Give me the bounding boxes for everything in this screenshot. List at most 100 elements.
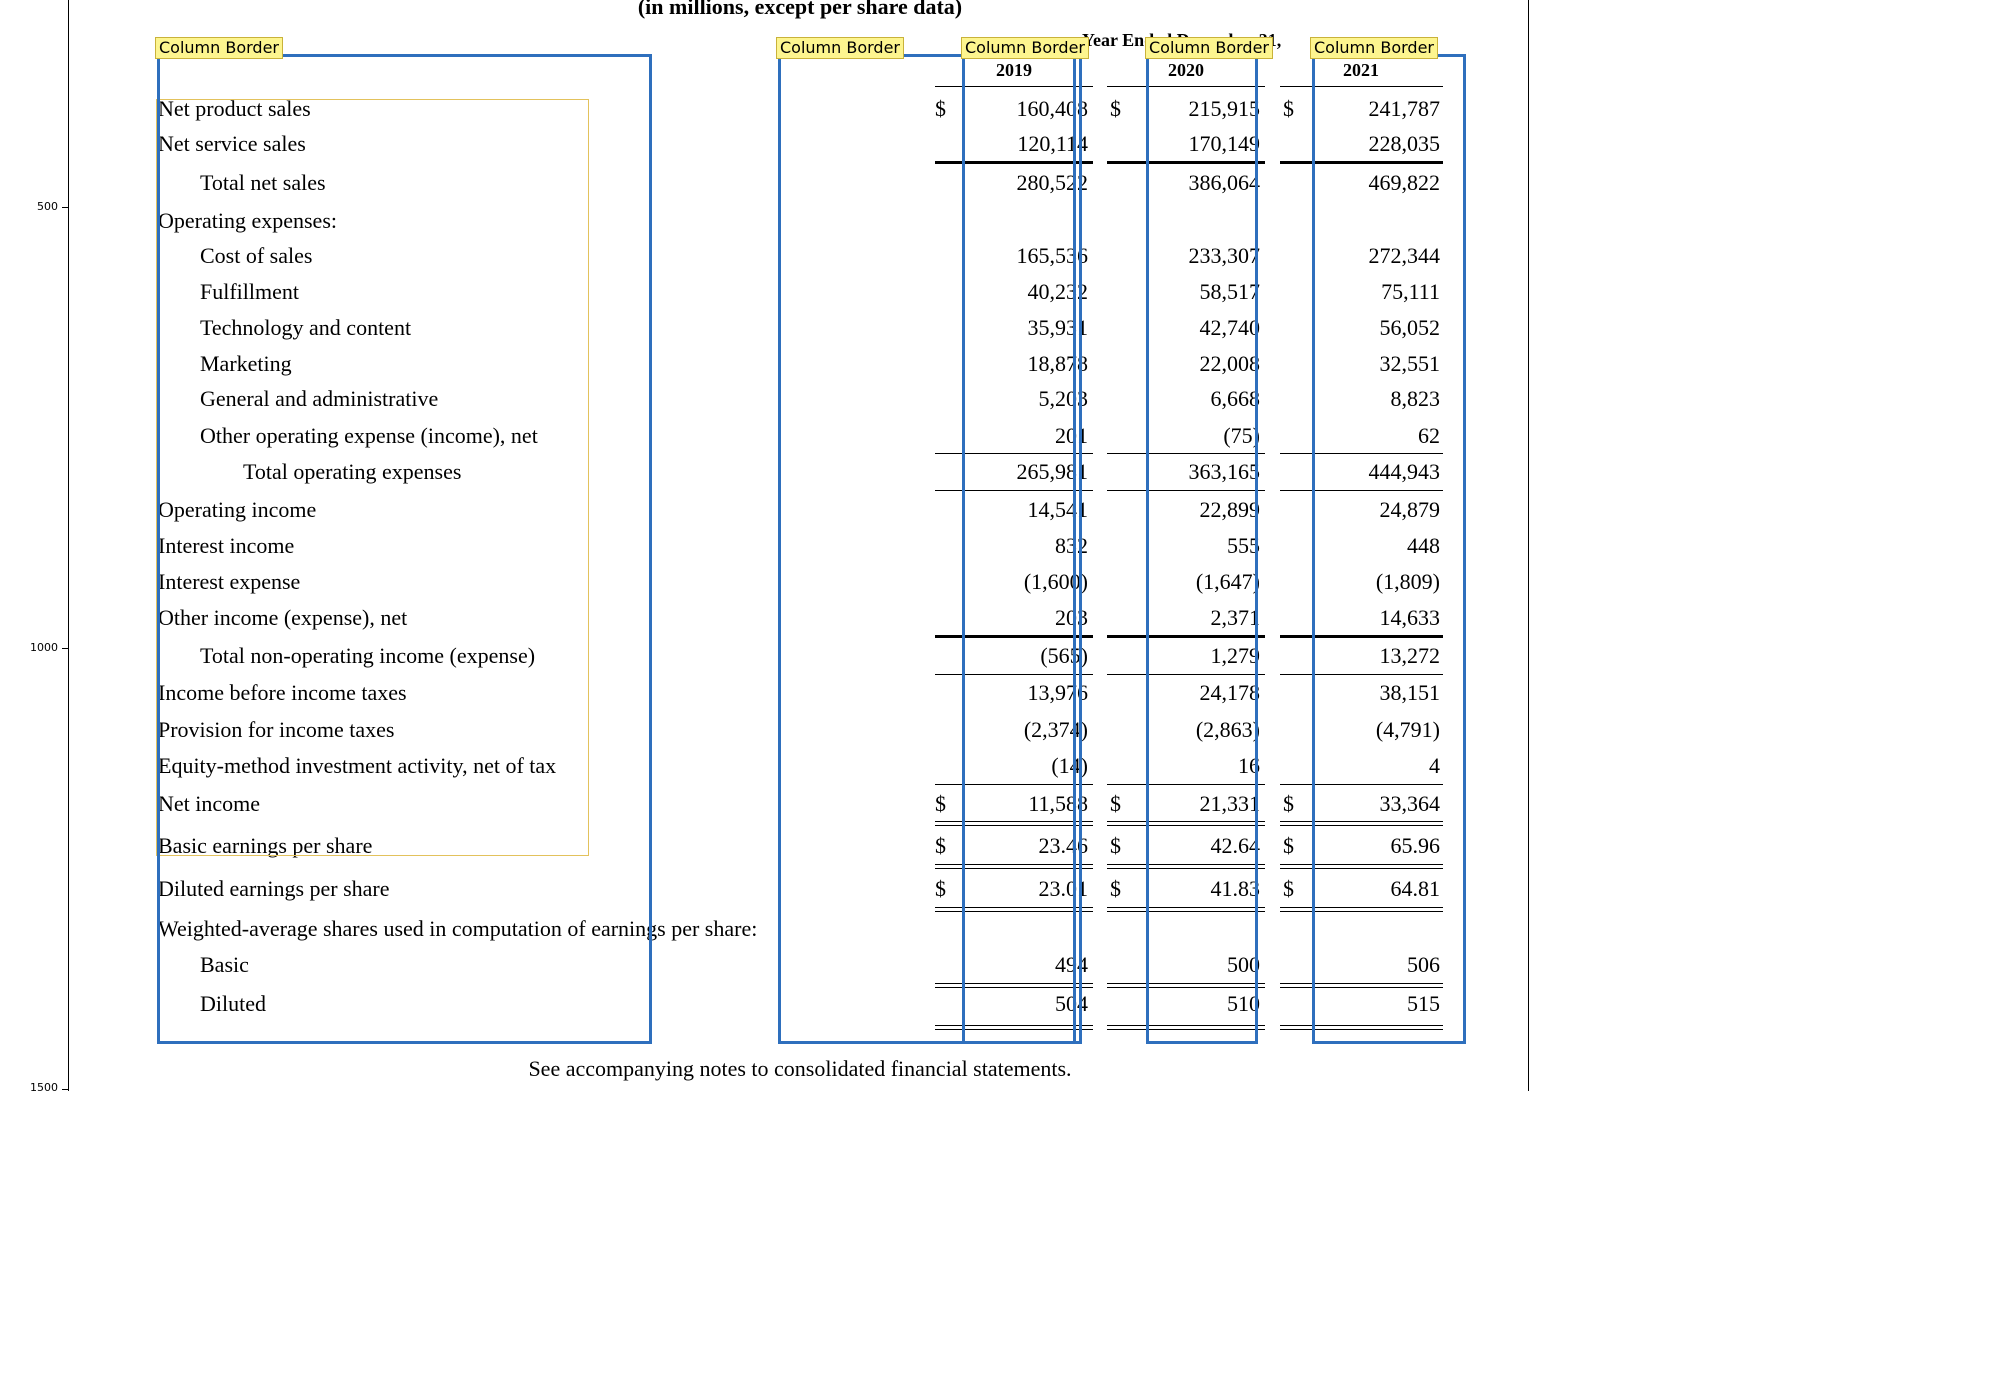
row-label: Operating income xyxy=(158,497,317,522)
currency-symbol: $ xyxy=(935,96,946,121)
column-border-tag[interactable]: Column Border xyxy=(961,37,1089,59)
cell-value-2020: 22,899 xyxy=(1199,497,1261,522)
column-border-tag[interactable]: Column Border xyxy=(1310,37,1438,59)
row-label: Provision for income taxes xyxy=(158,717,395,742)
cell-value-2020: 233,307 xyxy=(1188,243,1261,268)
currency-symbol: $ xyxy=(935,876,946,901)
currency-symbol: $ xyxy=(1110,96,1121,121)
cell-value-2019: 35,931 xyxy=(1027,315,1089,340)
cell-value-2019: 280,522 xyxy=(1016,170,1089,195)
cell-value-2019: 120,114 xyxy=(1017,131,1088,156)
double-rule xyxy=(935,907,1093,912)
cell-value-2021: 75,111 xyxy=(1381,279,1440,304)
row-label: Weighted-average shares used in computat… xyxy=(158,916,758,941)
cell-value-2020: 42.64 xyxy=(1210,833,1261,858)
total-rule xyxy=(1280,635,1443,638)
subtotal-rule xyxy=(1280,784,1443,785)
currency-symbol: $ xyxy=(935,791,946,816)
row-label: Income before income taxes xyxy=(158,680,407,705)
double-rule xyxy=(935,1025,1093,1030)
cell-value-2020: 500 xyxy=(1227,952,1260,977)
double-rule xyxy=(935,864,1093,869)
row-label: Interest income xyxy=(158,533,295,558)
double-rule xyxy=(1280,907,1443,912)
cell-value-2020: 510 xyxy=(1227,991,1260,1016)
row-label: Net product sales xyxy=(158,96,311,121)
double-rule xyxy=(1280,864,1443,869)
y-tick xyxy=(62,1089,68,1090)
cell-value-2019: 18,878 xyxy=(1027,351,1089,376)
row-label: Diluted xyxy=(200,991,266,1016)
subtotal-rule xyxy=(1107,490,1265,491)
cell-value-2021: 4 xyxy=(1429,753,1440,778)
subtotal-rule xyxy=(935,674,1093,675)
y-tick-label: 500 xyxy=(37,200,58,213)
document-page: 500 1000 1500 (in millions, except per s… xyxy=(30,0,1529,1091)
cell-value-2021: 241,787 xyxy=(1368,96,1441,121)
right-frame-line xyxy=(1528,0,1529,1091)
column-border-tag[interactable]: Column Border xyxy=(155,37,283,59)
cell-value-2020: 2,371 xyxy=(1210,605,1261,630)
row-label: Diluted earnings per share xyxy=(158,876,390,901)
cell-value-2020: 22,008 xyxy=(1199,351,1261,376)
cell-value-2021: 8,823 xyxy=(1390,386,1441,411)
cell-value-2021: 65.96 xyxy=(1390,833,1441,858)
row-label: Net income xyxy=(158,791,261,816)
cell-value-2021: 272,344 xyxy=(1368,243,1441,268)
cell-value-2021: 469,822 xyxy=(1368,170,1441,195)
subtotal-rule xyxy=(935,490,1093,491)
row-label: Basic earnings per share xyxy=(158,833,373,858)
cell-value-2021: 64.81 xyxy=(1390,876,1441,901)
total-rule xyxy=(935,635,1093,638)
cell-value-2020: (2,863) xyxy=(1195,717,1260,742)
column-border-box[interactable] xyxy=(1312,54,1466,1044)
cell-value-2020: 21,331 xyxy=(1199,791,1261,816)
column-border-tag[interactable]: Column Border xyxy=(1145,37,1273,59)
year-label-2020: 2020 xyxy=(1168,60,1204,80)
row-label: Interest expense xyxy=(158,569,301,594)
cell-value-2021: 38,151 xyxy=(1379,680,1441,705)
subtotal-rule xyxy=(935,453,1093,454)
cell-value-2020: (75) xyxy=(1223,423,1260,448)
double-rule xyxy=(1107,821,1265,826)
row-label: Other income (expense), net xyxy=(158,605,408,630)
currency-symbol: $ xyxy=(935,833,946,858)
cell-value-2021: 33,364 xyxy=(1379,791,1441,816)
column-border-box[interactable] xyxy=(1146,54,1258,1044)
row-label: Fulfillment xyxy=(200,279,299,304)
cell-value-2021: (4,791) xyxy=(1375,717,1440,742)
cell-value-2020: 24,178 xyxy=(1199,680,1261,705)
currency-symbol: $ xyxy=(1110,833,1121,858)
total-rule xyxy=(1280,161,1443,164)
cell-value-2020: 6,668 xyxy=(1210,386,1261,411)
cell-value-2020: (1,647) xyxy=(1195,569,1260,594)
double-rule xyxy=(1107,864,1265,869)
total-rule xyxy=(935,161,1093,164)
column-border-tag[interactable]: Column Border xyxy=(776,37,904,59)
row-label: Total operating expenses xyxy=(243,459,462,484)
cell-value-2019: 11,588 xyxy=(1028,791,1088,816)
cell-value-2021: 506 xyxy=(1407,952,1440,977)
row-label: Net service sales xyxy=(158,131,306,156)
cell-value-2019: 40,232 xyxy=(1027,279,1089,304)
y-axis-line xyxy=(68,0,69,1091)
row-label: Operating expenses: xyxy=(158,208,337,233)
double-rule xyxy=(1107,1025,1265,1030)
cell-value-2020: 363,165 xyxy=(1188,459,1261,484)
subtotal-rule xyxy=(935,784,1093,785)
row-label: Total net sales xyxy=(200,170,326,195)
year-label-2021: 2021 xyxy=(1343,60,1379,80)
cell-value-2020: 42,740 xyxy=(1199,315,1261,340)
cell-value-2020: 215,915 xyxy=(1188,96,1261,121)
double-rule xyxy=(1107,983,1265,988)
cell-value-2019: 832 xyxy=(1055,533,1088,558)
row-label: Other operating expense (income), net xyxy=(200,423,538,448)
cell-value-2019: (2,374) xyxy=(1023,717,1088,742)
column-border-box[interactable] xyxy=(778,54,1082,1044)
row-label: Technology and content xyxy=(200,315,412,340)
cell-value-2019: 504 xyxy=(1055,991,1088,1016)
total-rule xyxy=(1107,161,1265,164)
column-border-box[interactable] xyxy=(962,54,1076,1044)
column-border-box[interactable] xyxy=(157,54,652,1044)
footnote: See accompanying notes to consolidated f… xyxy=(528,1056,1072,1081)
